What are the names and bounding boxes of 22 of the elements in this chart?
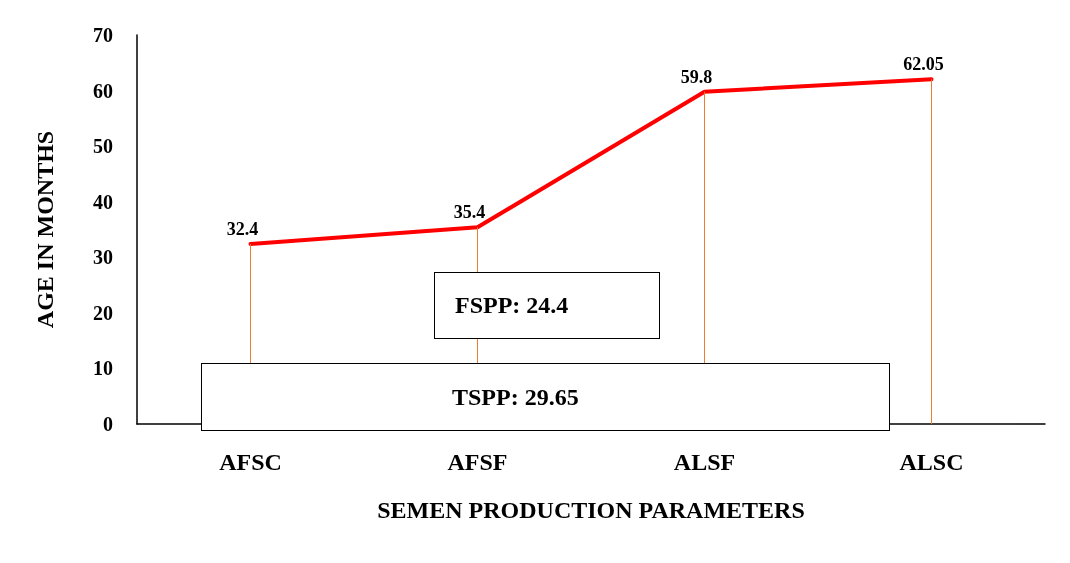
y-tick-label: 60 bbox=[93, 79, 113, 102]
y-tick-label: 40 bbox=[93, 190, 113, 213]
x-tick-label: ALSF bbox=[673, 449, 736, 475]
annotation: FSPP: 24.4 bbox=[455, 292, 569, 319]
data-label: 62.05 bbox=[903, 54, 944, 75]
text-box: TSPP: 29.65 bbox=[201, 363, 890, 431]
data-label: 35.4 bbox=[453, 202, 486, 223]
x-axis-title: SEMEN PRODUCTION PARAMETERS bbox=[377, 497, 805, 523]
data-label: 59.8 bbox=[680, 66, 713, 87]
annotation: TSPP: 29.65 bbox=[452, 383, 579, 411]
data-label: 32.4 bbox=[226, 218, 259, 239]
y-tick-label: 10 bbox=[93, 357, 113, 380]
y-axis-title: AGE IN MONTHS bbox=[32, 130, 58, 329]
y-tick-label: 70 bbox=[93, 24, 113, 46]
y-tick-label: 0 bbox=[103, 413, 113, 435]
x-tick-label: AFSC bbox=[219, 449, 282, 475]
y-tick-label: 20 bbox=[93, 301, 113, 324]
y-tick-label: 50 bbox=[93, 135, 113, 158]
x-tick-label: ALSC bbox=[899, 449, 964, 475]
y-tick-label: 30 bbox=[93, 246, 113, 269]
text-box: FSPP: 24.4 bbox=[434, 272, 660, 339]
x-tick-label: AFSF bbox=[447, 449, 508, 475]
